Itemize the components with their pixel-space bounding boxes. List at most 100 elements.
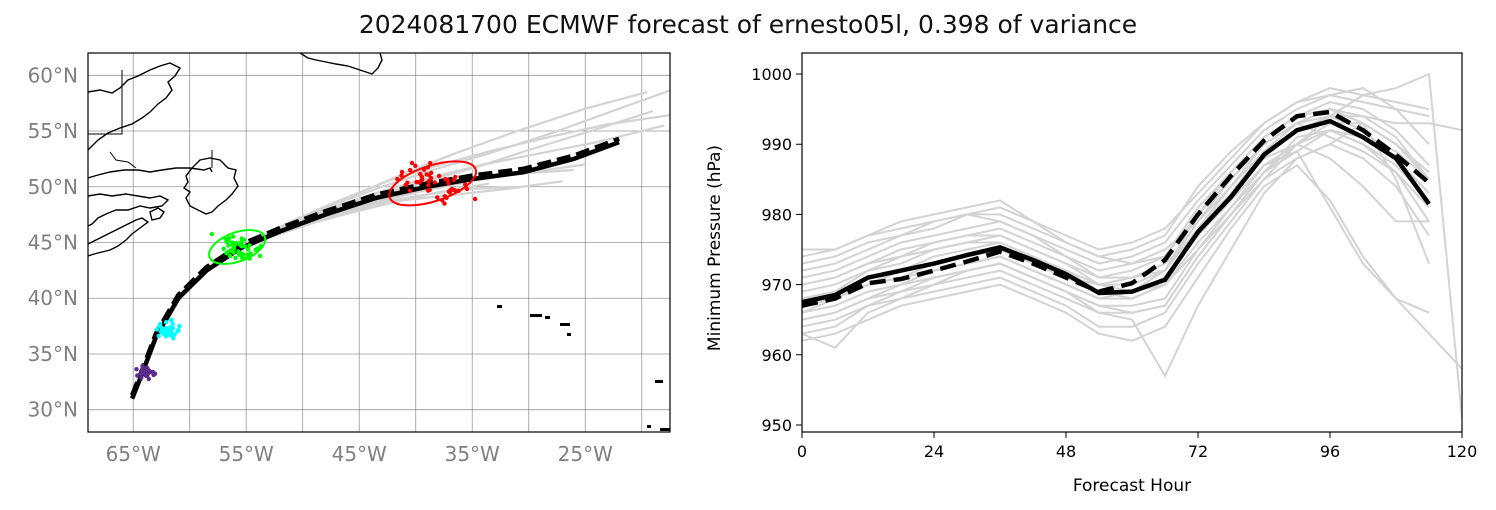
cluster-point — [443, 177, 448, 182]
cluster-point — [432, 180, 437, 185]
mean-track-solid — [130, 140, 620, 400]
y-tick-label: 970 — [761, 276, 792, 295]
x-tick-label: 72 — [1188, 442, 1208, 461]
ensemble-pressure-line — [802, 94, 1430, 258]
cluster-point — [417, 180, 422, 185]
cluster-point — [164, 332, 170, 338]
island — [567, 333, 571, 336]
ensemble-pressure-line — [802, 150, 1430, 314]
x-tick-label: 120 — [1447, 442, 1478, 461]
lat-tick-label: 40°N — [28, 286, 78, 310]
pressure-frame — [801, 52, 1463, 433]
cluster-point — [168, 318, 174, 323]
x-tick-label: 48 — [1056, 442, 1076, 461]
ensemble-pressure-line — [802, 122, 1430, 321]
x-axis-label: Forecast Hour — [1073, 476, 1191, 496]
cluster-point — [247, 243, 252, 248]
y-axis-label: Minimum Pressure (hPa) — [705, 145, 725, 351]
map-frame — [87, 52, 671, 433]
coastline-cape-breton — [149, 207, 165, 221]
ensemble-pressure-line — [802, 164, 1462, 370]
cluster-point — [146, 376, 151, 382]
cluster-point — [464, 186, 470, 192]
cluster-point — [409, 160, 415, 166]
cluster-point — [405, 180, 410, 185]
cluster-point — [246, 247, 251, 252]
lat-tick-label: 30°N — [28, 398, 78, 422]
ensemble-pressure-line — [802, 87, 1430, 251]
lat-tick-label: 45°N — [28, 231, 78, 255]
y-tick-label: 960 — [761, 346, 792, 365]
cluster-point — [407, 188, 413, 193]
ensemble-pressure-line — [802, 115, 1462, 293]
lon-tick-label: 35°W — [445, 442, 500, 466]
solid-pressure-line — [802, 118, 1431, 305]
cluster-point — [399, 173, 404, 178]
cluster-point — [146, 368, 152, 373]
figure-title: 2024081700 ECMWF forecast of ernesto05l,… — [358, 10, 1138, 39]
island — [560, 323, 570, 326]
azores-islands — [497, 305, 670, 431]
ensemble-pressure-line — [802, 143, 1430, 335]
ensemble-pressure-line — [802, 108, 1430, 286]
lon-tick-label: 45°W — [332, 442, 387, 466]
cluster-point — [171, 336, 176, 341]
cluster-point — [428, 176, 434, 181]
pressure-main-lines — [802, 109, 1431, 308]
cluster-point — [435, 195, 440, 200]
cluster-point — [230, 242, 235, 247]
ensemble-track-line — [131, 114, 670, 400]
island — [655, 380, 663, 383]
cluster-point — [413, 163, 418, 168]
cluster-point — [446, 189, 452, 194]
position-clusters — [134, 160, 478, 382]
ensemble-pressure-line — [802, 101, 1430, 265]
mean-track-dashed — [130, 136, 620, 397]
y-tick-label: 990 — [761, 135, 792, 154]
cluster-point — [221, 246, 226, 251]
cluster-point — [159, 326, 164, 331]
ensemble-pressure-line — [802, 129, 1430, 328]
y-tick-label: 1000 — [751, 65, 792, 84]
island — [497, 305, 502, 308]
x-tick-label: 0 — [797, 442, 807, 461]
cluster-point — [419, 174, 424, 179]
cluster-point — [230, 247, 235, 252]
pressure-plot-area — [802, 72, 1462, 419]
ensemble-pressure-line — [802, 129, 1430, 321]
cluster-point — [242, 244, 248, 249]
island — [545, 316, 550, 319]
cluster-point — [177, 323, 182, 329]
cluster-point — [231, 234, 236, 239]
x-tick-label: 24 — [924, 442, 944, 461]
cluster-point — [237, 242, 243, 247]
lat-tick-label: 50°N — [28, 175, 78, 199]
cluster-point — [453, 174, 458, 180]
lon-tick-label: 65°W — [106, 442, 161, 466]
lon-tick-label: 25°W — [558, 442, 613, 466]
cluster-point — [436, 173, 442, 179]
cluster-point — [245, 252, 251, 257]
coastline-newfoundland-north — [299, 53, 383, 75]
cluster-point — [429, 170, 434, 176]
ensemble-track-line — [131, 109, 654, 400]
coastline-land-border — [88, 70, 213, 169]
cluster-point — [176, 328, 181, 333]
cluster-point — [165, 328, 170, 333]
pressure-ticks: 0 24 48 72 96 120 950 960 970 980 990 1000 — [751, 65, 1477, 461]
coastline-outlines — [88, 53, 383, 257]
dashed-pressure-line — [802, 109, 1431, 308]
coastline-gulf — [88, 193, 170, 227]
cluster-point — [164, 320, 169, 325]
cluster-point — [399, 169, 405, 175]
cluster-point — [156, 333, 161, 339]
ensemble-pressure-line — [802, 115, 1430, 286]
coastline-quebec-north-shore — [88, 167, 213, 179]
track-map-panel: 30°N 35°N 40°N 45°N 50°N 55°N 60°N 65°W 55°W 45°W… — [28, 52, 671, 466]
cluster-point — [425, 188, 431, 193]
cluster-point — [241, 237, 247, 242]
cluster-point — [237, 252, 242, 257]
ensemble-pressure-line — [802, 108, 1430, 279]
cluster-point — [152, 371, 158, 376]
island — [647, 425, 651, 428]
